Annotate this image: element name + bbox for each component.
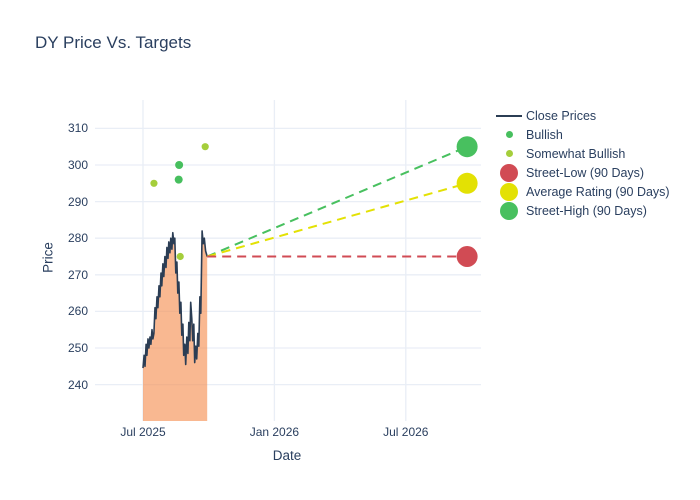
- legend-label: Average Rating (90 Days): [526, 184, 670, 199]
- x-tick-label: Jul 2025: [120, 425, 166, 439]
- legend-item-average-rating-90-days[interactable]: Average Rating (90 Days): [492, 182, 670, 201]
- bullish-marker[interactable]: [175, 161, 184, 169]
- dot-icon: [500, 182, 518, 201]
- y-tick-label: 240: [67, 377, 88, 392]
- bullish-marker[interactable]: [174, 175, 183, 184]
- y-tick-label: 260: [67, 304, 88, 319]
- y-tick-label: 310: [67, 121, 88, 136]
- average-projection-line: [206, 182, 468, 258]
- y-axis-title: Price: [40, 242, 56, 273]
- y-tick-label: 280: [67, 231, 88, 246]
- x-tick-label: Jul 2026: [383, 425, 429, 439]
- legend: Close Prices Bullish Somewhat Bullish Stree…: [492, 106, 670, 220]
- legend-label: Street-High (90 Days): [526, 203, 647, 218]
- legend-line-swatch: [492, 114, 526, 117]
- legend-label: Close Prices: [526, 108, 597, 123]
- street_high-projection-line: [206, 145, 468, 258]
- legend-dot-swatch: [492, 201, 526, 220]
- y-tick-label: 250: [67, 341, 88, 355]
- dot-icon: [505, 150, 513, 157]
- dot-icon: [500, 201, 518, 220]
- x-axis-title: Date: [272, 448, 302, 463]
- legend-dot-swatch: [492, 131, 526, 138]
- legend-label: Street-Low (90 Days): [526, 165, 645, 180]
- legend-item-street-low-90-days[interactable]: Street-Low (90 Days): [492, 163, 670, 182]
- legend-dot-swatch: [492, 182, 526, 201]
- average-marker[interactable]: [456, 172, 478, 194]
- somewhat-bullish-marker[interactable]: [201, 143, 209, 151]
- chart-title: DY Price Vs. Targets: [35, 33, 192, 52]
- y-tick-label: 270: [67, 267, 88, 282]
- legend-label: Bullish: [526, 127, 563, 142]
- x-tick-label: Jan 2026: [249, 425, 300, 439]
- dot-icon: [505, 131, 513, 138]
- legend-item-street-high-90-days[interactable]: Street-High (90 Days): [492, 201, 670, 220]
- street_high-marker[interactable]: [456, 136, 478, 158]
- legend-item-bullish[interactable]: Bullish: [492, 125, 670, 144]
- somewhat-bullish-marker[interactable]: [150, 179, 158, 187]
- street_low-marker[interactable]: [456, 246, 478, 267]
- legend-dot-swatch: [492, 150, 526, 157]
- close-price-area: [143, 230, 208, 421]
- legend-item-close-prices[interactable]: Close Prices: [492, 106, 670, 125]
- y-tick-label: 300: [67, 158, 88, 172]
- dot-icon: [500, 163, 518, 182]
- legend-item-somewhat-bullish[interactable]: Somewhat Bullish: [492, 144, 670, 163]
- close-prices-line-icon: [496, 114, 522, 117]
- y-tick-label: 290: [67, 194, 88, 209]
- legend-label: Somewhat Bullish: [526, 146, 626, 161]
- legend-dot-swatch: [492, 163, 526, 182]
- close-price-line[interactable]: [142, 230, 208, 369]
- somewhat-bullish-marker[interactable]: [176, 252, 184, 261]
